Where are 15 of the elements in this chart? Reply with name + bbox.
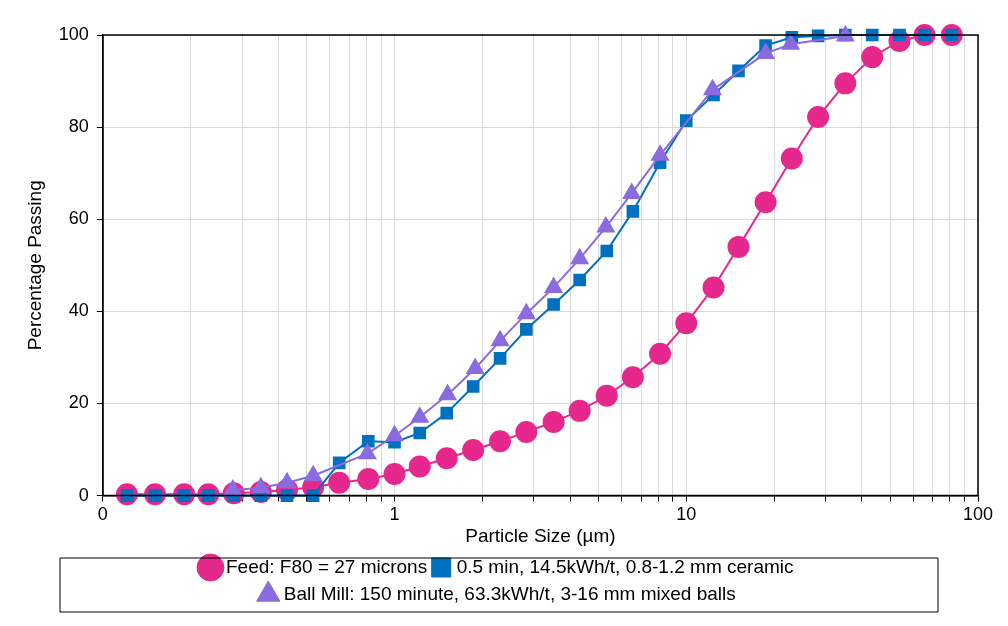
y-tick-label: 60 [68,208,89,229]
y-axis-title: Percentage Passing [23,180,45,351]
y-tick-label: 20 [68,392,89,413]
x-tick-label: 100 [962,504,994,525]
legend-label: 0.5 min, 14.5kWh/t, 0.8-1.2 mm ceramic [456,555,794,577]
y-tick-label: 0 [78,484,89,505]
x-tick-label: 10 [676,504,697,525]
legend-label: Feed: F80 = 27 microns [225,555,428,577]
y-tick-label: 80 [68,116,89,137]
y-tick-label: 100 [58,23,89,44]
legend-label: Ball Mill: 150 minute, 63.3kWh/t, 3-16 mm mixed balls [283,582,736,604]
y-tick-label: 40 [68,300,89,321]
x-axis-title: Particle Size (µm) [465,524,616,546]
x-tick-label: 1 [389,504,400,525]
x-tick-label: 0 [97,504,108,525]
